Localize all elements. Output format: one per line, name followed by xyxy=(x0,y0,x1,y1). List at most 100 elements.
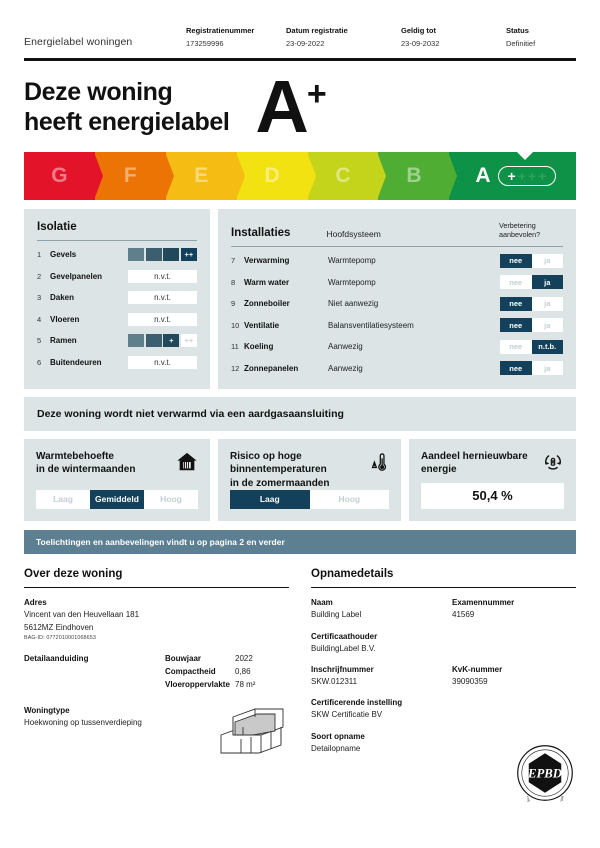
scale-segment-label: G xyxy=(51,163,68,187)
row-number: 3 xyxy=(37,293,42,303)
opnamedetails-column: Opnamedetails Naam Building Label Examen… xyxy=(311,568,576,765)
scale-segment-arrow xyxy=(306,151,316,200)
scale-plus-mark: + xyxy=(517,167,526,184)
gas-banner: Deze woning wordt niet verwarmd via een … xyxy=(24,397,576,432)
toggle-option-left[interactable]: nee xyxy=(500,275,532,290)
toggle-option-right[interactable]: ja xyxy=(531,361,563,376)
warmtebehoefte-options[interactable]: Laag Gemiddeld Hoog xyxy=(36,489,198,509)
row-number: 1 xyxy=(37,250,42,260)
risico-options[interactable]: Laag Hoog xyxy=(230,489,389,509)
isolatie-bar-segment: ++ xyxy=(180,248,197,262)
row-system: Aanwezig xyxy=(328,342,363,352)
examennummer-wrap: Examennummer 41569 xyxy=(452,597,576,621)
title-line-1: Deze woning xyxy=(24,77,173,106)
toggle-option-left[interactable]: nee xyxy=(500,296,532,311)
details-section: Over deze woning Adres Vincent van den H… xyxy=(24,568,576,765)
inschrijfnummer-value: SKW.012311 xyxy=(311,677,358,687)
row-system: Balansventilatiesysteem xyxy=(328,320,414,330)
detailaanduiding-label: Detailaanduiding xyxy=(24,654,89,664)
epbd-seal-logo: EPBD ENERGY PERFORMANCE OF BUILDINGS DIR… xyxy=(516,744,573,802)
naam-block: Naam Building Label Examennummer 41569 xyxy=(311,597,576,621)
spec-value: 0,86 xyxy=(235,667,251,677)
field-label: Geldig tot xyxy=(401,26,436,35)
verbetering-toggle[interactable]: nee n.t.b. xyxy=(500,339,563,354)
kvk-wrap: KvK-nummer 39090359 xyxy=(452,664,576,688)
toggle-option-left[interactable]: nee xyxy=(500,253,532,268)
toggle-option-right[interactable]: n.t.b. xyxy=(531,339,563,354)
toggle-option-right[interactable]: ja xyxy=(531,296,563,311)
scale-segment-c: C xyxy=(307,151,387,200)
row-label: Verwarming xyxy=(244,256,290,266)
energy-scale-bar: G F E D C B A + + + + xyxy=(24,151,576,200)
isolatie-header: Isolatie xyxy=(37,221,197,233)
scale-segment-arrow xyxy=(448,151,458,200)
certificaathouder-value: BuildingLabel B.V. xyxy=(311,643,376,653)
card-option[interactable]: Hoog xyxy=(160,494,182,505)
isolatie-rows: 1 Gevels ++ 2 Gevelpanelen n.v.t. 3 Daken n.v.t.… xyxy=(37,244,197,373)
row-label: Gevelpanelen xyxy=(50,271,103,281)
verbetering-toggle[interactable]: nee ja xyxy=(500,296,563,311)
row-number: 11 xyxy=(231,342,239,352)
scale-segment-label: E xyxy=(194,163,209,187)
scale-segment-label: F xyxy=(123,163,137,187)
isolatie-row: 2 Gevelpanelen n.v.t. xyxy=(37,266,197,288)
toggle-option-right[interactable]: ja xyxy=(531,318,563,333)
card-risico-binnentemperatuur: Risico op hoge binnentemperaturen in de … xyxy=(218,439,401,521)
toggle-option-left[interactable]: nee xyxy=(500,361,532,376)
soort-opname-value: Detailopname xyxy=(311,743,361,753)
installaties-panel: Installaties Hoofdsysteem Verbetering aa… xyxy=(218,208,576,390)
certificaathouder-label: Certificaathouder xyxy=(311,631,378,641)
toggle-option-right[interactable]: ja xyxy=(531,253,563,268)
hernieuwbare-energie-value: 50,4 % xyxy=(421,482,564,509)
card-option[interactable]: Hoog xyxy=(338,494,361,505)
naam-label: Naam xyxy=(311,598,333,608)
scale-segment-e: E xyxy=(165,151,245,200)
card-option[interactable]: Laag xyxy=(230,489,310,509)
thermometer-warning-icon xyxy=(371,453,387,472)
verbetering-toggle[interactable]: nee ja xyxy=(500,253,563,268)
isolatie-bar-segment: ++ xyxy=(180,334,197,348)
field-value: Definitief xyxy=(506,39,536,49)
toggle-option-right[interactable]: ja xyxy=(531,275,563,290)
toggle-option-left[interactable]: nee xyxy=(500,318,532,333)
scale-segment-d: D xyxy=(236,151,316,200)
verbetering-toggle[interactable]: nee ja xyxy=(500,275,563,290)
isolatie-title: Isolatie xyxy=(37,220,77,233)
certificerende-instelling-value: SKW Certificatie BV xyxy=(311,710,383,720)
header-field-datum-registratie: Datum registratie 23-09-2022 xyxy=(286,24,401,50)
adres-city: 5612MZ Eindhoven xyxy=(24,622,94,632)
inschrijfnummer-label: Inschrijfnummer xyxy=(311,665,374,675)
isolatie-row: 5 Ramen + ++ xyxy=(37,330,197,352)
isolatie-bar-segment xyxy=(145,248,162,262)
scale-plus-mark: + xyxy=(507,167,516,184)
card-option[interactable]: Gemiddeld xyxy=(90,489,144,509)
info-note-banner: Toelichtingen en aanbevelingen vindt u o… xyxy=(24,529,576,554)
card-title-line-1: Aandeel hernieuwbare xyxy=(421,451,528,463)
row-number: 12 xyxy=(231,363,240,373)
spec-row: Vloeroppervlakte 78 m² xyxy=(165,679,289,692)
adres-street: Vincent van den Heuvellaan 181 xyxy=(24,610,140,620)
card-option[interactable]: Laag xyxy=(53,494,73,505)
scale-segment-arrow xyxy=(164,151,174,200)
isolatie-row: 1 Gevels ++ xyxy=(37,244,197,266)
row-label: Zonnepanelen xyxy=(244,363,299,373)
card-title: Aandeel hernieuwbare energie xyxy=(421,450,542,476)
detailaanduiding-block: Detailaanduiding Bouwjaar 2022 Compactheid… xyxy=(24,653,289,692)
row-number: 6 xyxy=(37,357,42,367)
spec-row: Bouwjaar 2022 xyxy=(165,653,289,666)
card-title-line-2: binnentemperaturen xyxy=(230,464,327,476)
toggle-option-left[interactable]: nee xyxy=(500,339,532,354)
verbetering-toggle[interactable]: nee ja xyxy=(500,361,563,376)
row-label: Zonneboiler xyxy=(244,299,290,309)
isolatie-panel: Isolatie 1 Gevels ++ 2 Gevelpanelen n.v.t. 3 Da… xyxy=(24,208,210,390)
isolatie-value-nvt: n.v.t. xyxy=(128,355,197,369)
row-label: Vloeren xyxy=(50,314,80,324)
row-number: 7 xyxy=(231,256,236,266)
row-label: Gevels xyxy=(50,250,77,260)
card-title: Risico op hoge binnentemperaturen in de … xyxy=(230,450,367,490)
row-label: Koeling xyxy=(244,342,274,352)
panels-row: Isolatie 1 Gevels ++ 2 Gevelpanelen n.v.t. 3 Da… xyxy=(24,208,576,390)
spec-value: 2022 xyxy=(235,654,253,664)
verbetering-toggle[interactable]: nee ja xyxy=(500,318,563,333)
naam-value: Building Label xyxy=(311,610,362,620)
